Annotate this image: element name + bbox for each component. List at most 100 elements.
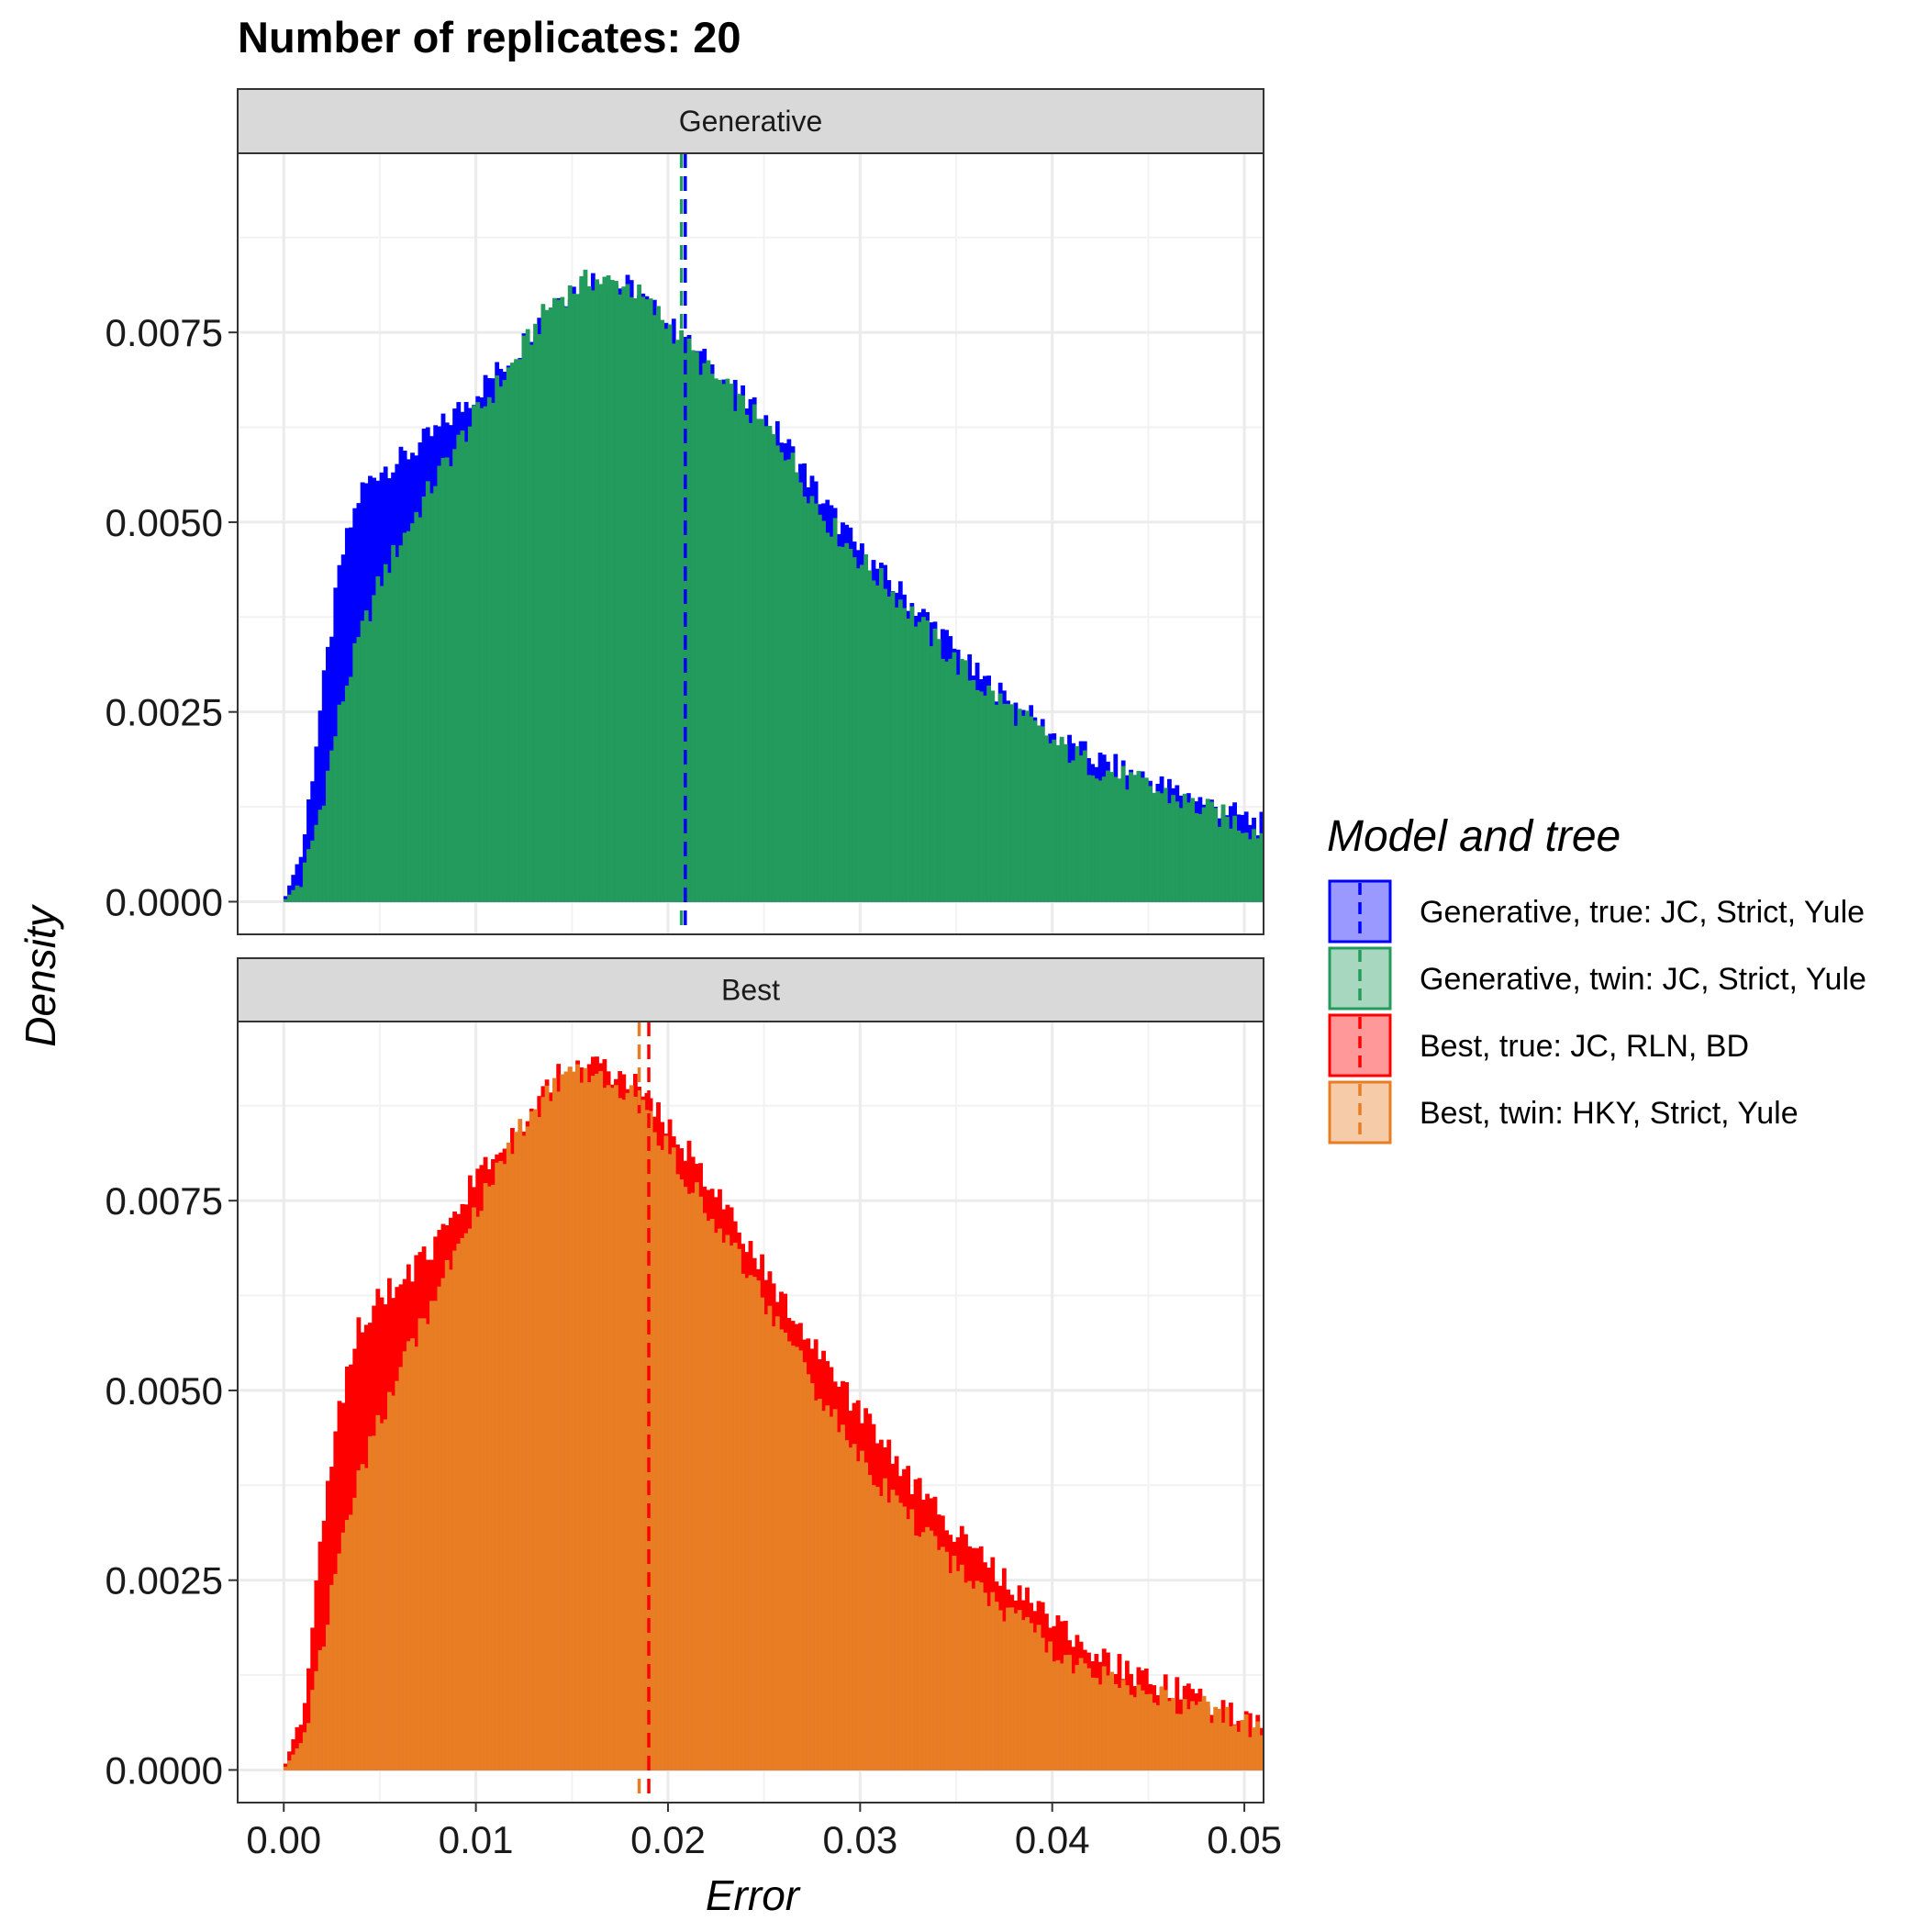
histogram-bar <box>1001 1621 1007 1770</box>
histogram-bar <box>732 1242 738 1770</box>
histogram-bar <box>329 750 334 902</box>
legend-item: Generative, true: JC, Strict, Yule <box>1328 879 1865 944</box>
histogram-bar <box>333 1573 339 1770</box>
histogram-bar <box>491 1184 496 1770</box>
histogram-bar <box>1006 1607 1010 1770</box>
y-tick-label: 0.0000 <box>106 880 223 923</box>
histogram-bar <box>841 1424 845 1770</box>
histogram-bar <box>1013 1613 1019 1770</box>
histogram-bar <box>472 1207 476 1770</box>
histogram-bar <box>625 284 630 902</box>
histogram-bar <box>287 894 292 902</box>
histogram-bar <box>402 1351 407 1770</box>
histogram-bar <box>352 1497 358 1770</box>
histogram-bar <box>1006 703 1010 902</box>
histogram-bar <box>556 299 562 902</box>
legend-layer: Generative, true: JC, Strict, Yule Genera… <box>1328 879 1866 1145</box>
histogram-bar <box>1178 1714 1184 1770</box>
histogram-bar <box>1113 776 1119 902</box>
histogram-bar <box>406 1341 411 1770</box>
histogram-bar <box>971 679 976 902</box>
histogram-bar <box>556 1091 562 1770</box>
y-tick-label: 0.0000 <box>106 1748 223 1792</box>
histogram-bar <box>518 359 523 902</box>
histogram-bar <box>767 1305 773 1770</box>
histogram-bar <box>1224 1706 1230 1770</box>
histogram-bar <box>498 386 504 902</box>
histogram-bar <box>506 367 511 902</box>
histogram-bar <box>867 570 873 902</box>
histogram-bar <box>567 1067 573 1770</box>
histogram-bar <box>287 1760 292 1770</box>
histogram-bar <box>486 396 492 902</box>
histogram-bar <box>391 544 395 902</box>
histogram-bar <box>741 1273 746 1770</box>
histogram-bar <box>1025 1616 1030 1770</box>
histogram-bar <box>340 1532 346 1770</box>
histogram-bar <box>794 1346 799 1770</box>
histogram-bar <box>755 419 761 902</box>
histogram-bar <box>694 352 699 902</box>
histogram-bar <box>595 1073 599 1770</box>
histogram-bar <box>1055 744 1061 902</box>
histogram-bar <box>1048 743 1053 902</box>
histogram-bar <box>1243 832 1249 902</box>
histogram-bar <box>514 359 518 902</box>
histogram-bar <box>867 1474 873 1770</box>
facet-strip-label: Generative <box>679 105 823 138</box>
histogram-bar <box>1097 780 1103 902</box>
histogram-bar <box>1029 716 1034 902</box>
histogram-bar <box>498 1160 504 1770</box>
histogram-bar <box>429 493 434 902</box>
histogram-bar <box>1236 830 1242 902</box>
histogram-bar <box>552 1078 557 1770</box>
histogram-bar <box>798 1350 803 1770</box>
histogram-bar <box>948 1573 953 1770</box>
histogram-bar <box>660 1149 665 1770</box>
histogram-bar <box>1220 804 1226 902</box>
histogram-bar <box>748 1275 753 1770</box>
histogram-bar <box>929 646 934 902</box>
histogram-bar <box>844 542 850 902</box>
histogram-bar <box>317 1649 323 1770</box>
histogram-bar <box>944 661 949 902</box>
histogram-bar <box>606 275 611 902</box>
legend-item: Generative, twin: JC, Strict, Yule <box>1328 946 1866 1011</box>
histogram-bar <box>398 545 404 902</box>
histogram-bar <box>1159 1686 1164 1770</box>
histogram-bar <box>1132 1697 1138 1770</box>
histogram-bar <box>940 658 945 902</box>
histogram-bar <box>1044 1652 1049 1770</box>
histogram-bar <box>909 1509 915 1770</box>
histogram-bar <box>1040 1637 1045 1770</box>
histogram-bar <box>940 1547 945 1770</box>
histogram-bar <box>560 1074 565 1770</box>
histogram-bar <box>718 379 722 902</box>
histogram-bar <box>529 344 534 902</box>
histogram-bar <box>421 1318 427 1770</box>
histogram-bar <box>437 1286 442 1770</box>
histogram-bar <box>1148 1693 1153 1770</box>
histogram-bar <box>356 637 362 902</box>
histogram-bar <box>383 564 388 902</box>
histogram-bar <box>1194 812 1199 902</box>
histogram-bar <box>495 375 500 902</box>
histogram-bar <box>1155 791 1161 902</box>
histogram-bar <box>621 1100 627 1770</box>
histogram-bar <box>1090 775 1096 902</box>
histogram-bar <box>656 306 661 902</box>
facet-strip <box>237 88 1264 154</box>
histogram-bar <box>614 281 618 902</box>
y-tick-label: 0.0025 <box>106 1559 223 1603</box>
histogram-bar <box>1252 1727 1256 1770</box>
histogram-bar <box>548 1100 553 1770</box>
x-tick-label: 0.05 <box>1207 1818 1282 1861</box>
histogram-bar <box>590 1076 596 1770</box>
histogram-bar <box>609 1088 615 1770</box>
histogram-bar <box>675 340 680 902</box>
histogram-bar <box>652 1132 657 1770</box>
histogram-bar <box>502 380 507 902</box>
histogram-bar <box>1082 1663 1087 1770</box>
histogram-bar <box>790 452 796 902</box>
